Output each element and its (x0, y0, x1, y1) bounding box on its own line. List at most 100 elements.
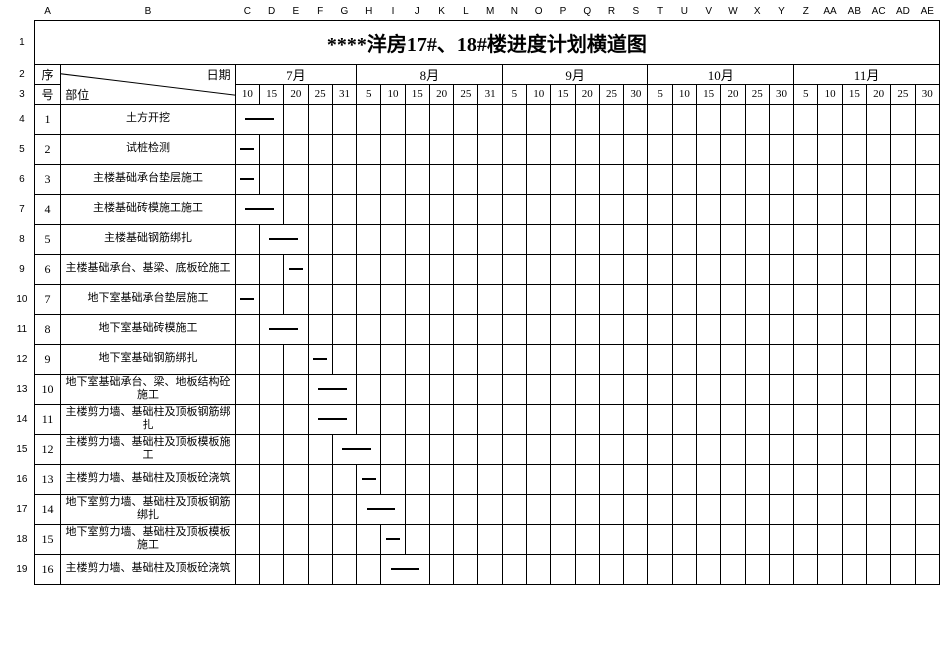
task-name: 主楼基础钢筋绑扎 (61, 224, 235, 254)
gantt-cell (818, 374, 842, 404)
day-header: 25 (308, 84, 332, 104)
gantt-cell (624, 134, 648, 164)
gantt-cell (818, 224, 842, 254)
gantt-cell (599, 404, 623, 434)
gantt-cell (891, 374, 915, 404)
gantt-cell (357, 224, 381, 254)
gantt-cell (672, 284, 696, 314)
gantt-cell (891, 434, 915, 464)
gantt-bar-cell (284, 254, 308, 284)
gantt-cell (599, 104, 623, 134)
task-seq: 15 (34, 524, 60, 554)
gantt-cell (502, 494, 526, 524)
gantt-cell (405, 314, 429, 344)
gantt-cell (454, 464, 478, 494)
column-letter: T (648, 4, 672, 20)
gantt-cell (818, 344, 842, 374)
task-name: 地下室基础钢筋绑扎 (61, 344, 235, 374)
gantt-cell (648, 524, 672, 554)
gantt-cell (599, 134, 623, 164)
gantt-cell (575, 314, 599, 344)
gantt-cell (308, 104, 332, 134)
task-seq: 6 (34, 254, 60, 284)
gantt-cell (842, 434, 866, 464)
day-header: 25 (891, 84, 915, 104)
gantt-cell (381, 164, 405, 194)
gantt-cell (697, 404, 721, 434)
gantt-table: ABCDEFGHIJKLMNOPQRSTUVWXYZAAABACADAE1***… (10, 4, 940, 585)
task-row: 1512主楼剪力墙、基础柱及顶板模板施工 (10, 434, 940, 464)
gantt-cell (842, 224, 866, 254)
gantt-cell (745, 404, 769, 434)
gantt-cell (405, 284, 429, 314)
gantt-cell (357, 134, 381, 164)
gantt-cell (429, 344, 453, 374)
gantt-cell (575, 554, 599, 584)
day-header: 31 (478, 84, 502, 104)
gantt-cell (915, 284, 939, 314)
day-header: 31 (332, 84, 356, 104)
gantt-cell (648, 194, 672, 224)
gantt-cell (769, 494, 793, 524)
column-letter: Z (794, 4, 818, 20)
task-seq: 7 (34, 284, 60, 314)
gantt-cell (866, 134, 890, 164)
task-name: 主楼剪力墙、基础柱及顶板模板施工 (61, 434, 235, 464)
gantt-cell (697, 314, 721, 344)
gantt-cell (672, 374, 696, 404)
gantt-cell (624, 104, 648, 134)
gantt-cell (672, 464, 696, 494)
gantt-cell (745, 464, 769, 494)
gantt-cell (551, 134, 575, 164)
gantt-cell (235, 314, 259, 344)
gantt-bar-cell (332, 434, 381, 464)
gantt-cell (551, 524, 575, 554)
month-header: 8月 (357, 64, 503, 84)
gantt-cell (891, 344, 915, 374)
gantt-cell (745, 194, 769, 224)
gantt-cell (915, 344, 939, 374)
gantt-cell (308, 524, 332, 554)
task-row: 85主楼基础钢筋绑扎 (10, 224, 940, 254)
day-header: 5 (794, 84, 818, 104)
gantt-bar-cell (235, 104, 284, 134)
gantt-cell (818, 284, 842, 314)
gantt-cell (575, 404, 599, 434)
gantt-cell (624, 554, 648, 584)
gantt-bar (269, 328, 298, 330)
gantt-cell (697, 284, 721, 314)
gantt-cell (624, 434, 648, 464)
gantt-cell (478, 524, 502, 554)
gantt-cell (478, 464, 502, 494)
gantt-cell (697, 554, 721, 584)
gantt-cell (624, 254, 648, 284)
gantt-cell (332, 164, 356, 194)
gantt-cell (502, 554, 526, 584)
gantt-bar (318, 388, 347, 390)
gantt-cell (551, 344, 575, 374)
gantt-cell (478, 254, 502, 284)
column-letter: I (381, 4, 405, 20)
gantt-cell (357, 194, 381, 224)
gantt-cell (454, 344, 478, 374)
gantt-cell (454, 134, 478, 164)
gantt-cell (818, 554, 842, 584)
gantt-bar (240, 148, 254, 150)
gantt-cell (769, 104, 793, 134)
gantt-cell (721, 104, 745, 134)
gantt-cell (769, 404, 793, 434)
day-header: 5 (648, 84, 672, 104)
gantt-cell (308, 224, 332, 254)
gantt-cell (478, 554, 502, 584)
gantt-bar-cell (381, 554, 430, 584)
gantt-cell (599, 194, 623, 224)
gantt-cell (818, 434, 842, 464)
gantt-cell (575, 434, 599, 464)
gantt-cell (842, 554, 866, 584)
gantt-cell (308, 314, 332, 344)
gantt-cell (866, 314, 890, 344)
gantt-cell (332, 104, 356, 134)
gantt-cell (332, 224, 356, 254)
gantt-cell (818, 104, 842, 134)
gantt-cell (891, 134, 915, 164)
